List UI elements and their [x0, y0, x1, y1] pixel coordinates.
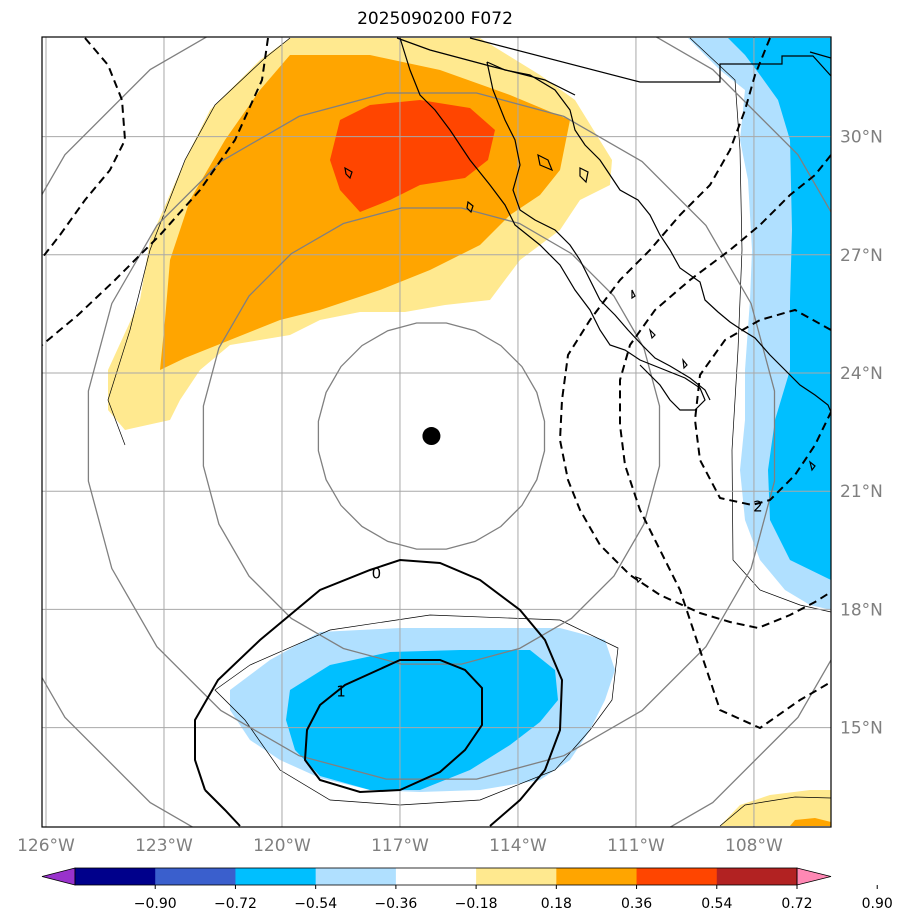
- colorbar: −0.90 −0.72 −0.54 −0.36 −0.18 0.18 0.36 0.54 0.7…: [42, 868, 893, 912]
- colorbar-segment: [476, 868, 557, 885]
- lon-tick-label: 117°W: [371, 836, 429, 856]
- lon-tick-label: 120°W: [253, 836, 311, 856]
- lon-tick-label: 126°W: [17, 836, 75, 856]
- colorbar-segment: [556, 868, 637, 885]
- contour-label: 0: [372, 564, 382, 582]
- lon-tick-label: 111°W: [607, 836, 665, 856]
- colorbar-segment: [155, 868, 236, 885]
- lon-tick-label: 114°W: [489, 836, 547, 856]
- colorbar-extend-low: [42, 868, 75, 885]
- colorbar-tick-label: −0.18: [455, 896, 498, 912]
- lat-tick-label: 15°N: [840, 719, 883, 739]
- lat-tick-label: 21°N: [840, 482, 883, 502]
- colorbar-segment: [316, 868, 397, 885]
- colorbar-extend-high: [797, 868, 831, 885]
- colorbar-segment: [637, 868, 718, 885]
- map-figure: 0 1 2 126°W 123°W 120°W 117°W 114°W 111°W 108°W 3…: [0, 0, 902, 924]
- colorbar-tick-label: 0.90: [862, 896, 893, 912]
- lon-tick-label: 123°W: [135, 836, 193, 856]
- lon-tick-label: 108°W: [725, 836, 783, 856]
- colorbar-segment: [717, 868, 798, 885]
- colorbar-segment: [396, 868, 477, 885]
- colorbar-segment: [235, 868, 316, 885]
- lat-tick-label: 30°N: [840, 128, 883, 148]
- colorbar-tick-label: −0.72: [214, 896, 257, 912]
- colorbar-tick-label: 0.18: [541, 896, 572, 912]
- lat-tick-label: 27°N: [840, 246, 883, 266]
- storm-center-marker: [422, 427, 440, 445]
- lat-tick-label: 24°N: [840, 364, 883, 384]
- colorbar-tick-label: −0.36: [374, 896, 417, 912]
- colorbar-tick-label: −0.54: [294, 896, 337, 912]
- colorbar-segment: [75, 868, 156, 885]
- colorbar-tick-label: 0.54: [701, 896, 732, 912]
- contour-label: 2: [753, 497, 763, 515]
- colorbar-tick-label: 0.36: [621, 896, 652, 912]
- colorbar-tick-label: 0.72: [781, 896, 812, 912]
- lat-tick-label: 18°N: [840, 600, 883, 620]
- colorbar-tick-label: −0.90: [134, 896, 177, 912]
- contour-label: 1: [336, 683, 346, 701]
